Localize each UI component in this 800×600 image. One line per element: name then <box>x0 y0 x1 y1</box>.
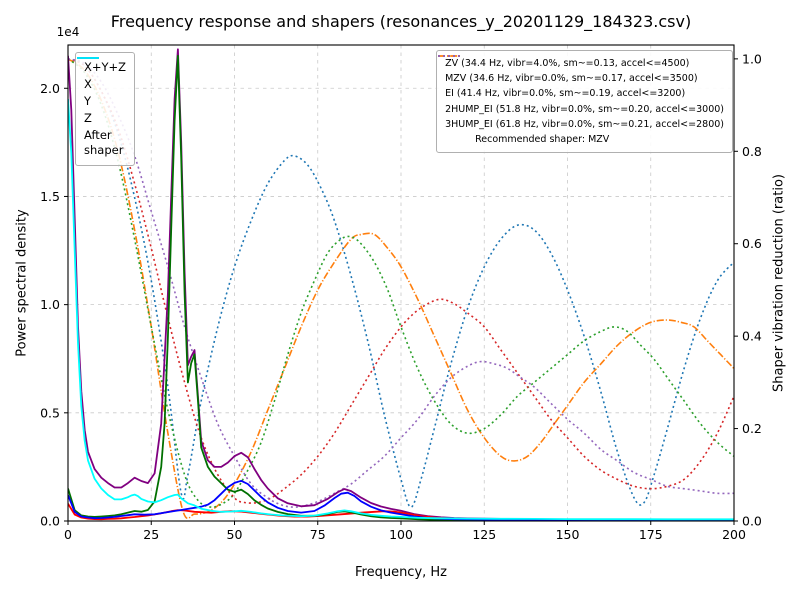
series-after-shaper-line <box>68 99 734 521</box>
legend-label-mzv: MZV (34.6 Hz, vibr=0.0%, sm~=0.17, accel… <box>445 73 698 85</box>
series-3hump-ei-line <box>68 58 734 508</box>
x-tick-label: 75 <box>310 527 326 542</box>
y-right-tick-label: 0.0 <box>742 514 762 529</box>
series-ei-line <box>68 58 734 508</box>
legend-label-ei: EI (41.4 Hz, vibr=0.0%, sm~=0.19, accel<… <box>445 88 686 100</box>
x-tick-label: 0 <box>64 527 72 542</box>
series-y-line <box>68 54 734 521</box>
legend-item-ei: EI (41.4 Hz, vibr=0.0%, sm~=0.19, accel<… <box>438 55 724 101</box>
legend-item-y: Y <box>77 57 126 109</box>
series-group <box>68 48 734 521</box>
legend-swatch-after-shaper <box>77 57 99 59</box>
x-tick-label: 25 <box>143 527 159 542</box>
legend-label-2hump-ei: 2HUMP_EI (51.8 Hz, vibr=0.0%, sm~=0.20, … <box>445 103 724 115</box>
psd-legend: X+Y+Z X Y Z After shaper <box>75 52 136 166</box>
series-2hump-ei-line <box>68 58 734 504</box>
x-tick-label: 175 <box>639 527 663 542</box>
y-left-tick-label: 1.5 <box>40 189 60 204</box>
y-right-tick-label: 1.0 <box>742 51 762 66</box>
series-mzv-line <box>68 58 734 520</box>
y-right-tick-label: 0.6 <box>742 236 762 251</box>
legend-item-after-shaper: After shaper <box>77 57 126 158</box>
legend-item-mzv: MZV (34.6 Hz, vibr=0.0%, sm~=0.17, accel… <box>438 55 724 86</box>
legend-swatch-3hump-ei <box>438 55 461 57</box>
y-right-tick-label: 0.4 <box>742 329 762 344</box>
y-left-tick-label: 2.0 <box>40 81 60 96</box>
x-tick-label: 200 <box>722 527 746 542</box>
legend-swatch-mzv <box>438 55 461 57</box>
series-z-line <box>68 479 734 521</box>
x-tick-label: 125 <box>472 527 496 542</box>
y-left-tick-label: 0.5 <box>40 405 60 420</box>
shaper-legend: ZV (34.4 Hz, vibr=4.0%, sm~=0.13, accel<… <box>436 50 733 154</box>
y-left-axis-label: Power spectral density <box>14 209 30 357</box>
legend-item-z: Z <box>77 57 126 126</box>
chart-title: Frequency response and shapers (resonanc… <box>110 12 692 31</box>
recommended-shaper-note: Recommended shaper: MZV <box>475 134 610 146</box>
y-right-axis-label: Shaper vibration reduction (ratio) <box>771 174 787 392</box>
x-tick-label: 150 <box>556 527 580 542</box>
x-tick-label: 100 <box>389 527 413 542</box>
x-axis-label: Frequency, Hz <box>354 565 448 580</box>
legend-label-z: Z <box>84 110 92 125</box>
legend-label-y: Y <box>84 93 92 108</box>
y-right-tick-label: 0.2 <box>742 421 762 436</box>
legend-label-x-plus-y-plus-z: X+Y+Z <box>84 60 127 74</box>
y-left-offset-label: 1e4 <box>57 25 80 39</box>
ticks: 0 25 50 75 100 125 150 175 2000.00.51.01.52.00.0… <box>40 25 762 542</box>
legend-label-x: X <box>84 76 92 91</box>
x-tick-label: 50 <box>227 527 243 542</box>
legend-label-3hump-ei: 3HUMP_EI (61.8 Hz, vibr=0.0%, sm~=0.21, … <box>445 118 724 130</box>
y-left-tick-label: 1.0 <box>40 297 60 312</box>
series-zv-line <box>68 58 734 508</box>
legend-item-x: X <box>77 57 126 92</box>
legend-label-zv: ZV (34.4 Hz, vibr=4.0%, sm~=0.13, accel<… <box>445 58 690 69</box>
legend-label-after-shaper: After shaper <box>84 127 124 157</box>
y-left-tick-label: 0.0 <box>40 514 60 529</box>
legend-item-3hump-ei: 3HUMP_EI (61.8 Hz, vibr=0.0%, sm~=0.21, … <box>438 55 724 132</box>
y-right-tick-label: 0.8 <box>742 144 762 159</box>
legend-item-2hump-ei: 2HUMP_EI (51.8 Hz, vibr=0.0%, sm~=0.20, … <box>438 55 724 117</box>
legend-item-zv: ZV (34.4 Hz, vibr=4.0%, sm~=0.13, accel<… <box>438 55 724 71</box>
